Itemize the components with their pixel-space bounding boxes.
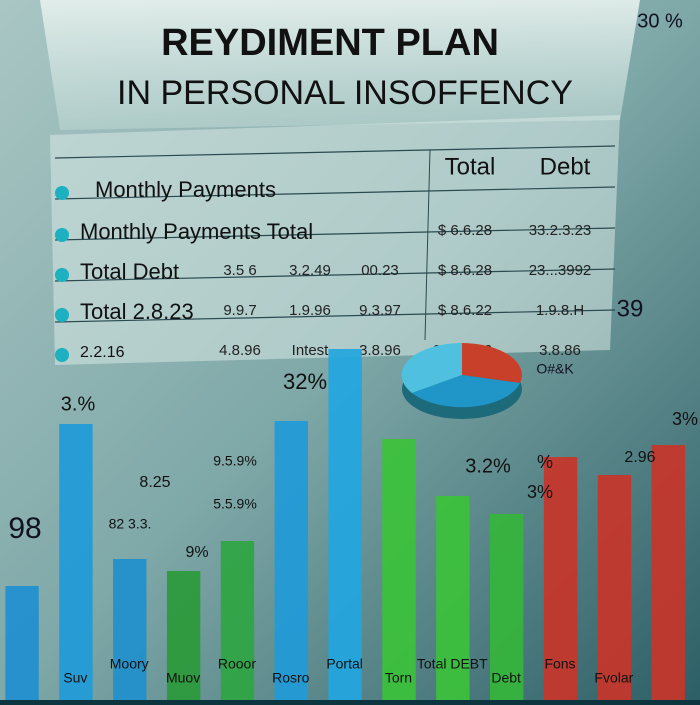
row-label: Total Debt — [80, 259, 179, 284]
table-cell: 00.23 — [361, 262, 399, 279]
pie-slice — [412, 375, 520, 408]
bullet — [55, 186, 69, 200]
table-cell: 9.9.7 — [223, 302, 256, 319]
row-label: 2.2.16 — [80, 344, 125, 361]
x-tick-label: Moory — [110, 656, 149, 672]
table-panel — [50, 115, 620, 365]
bullet — [55, 268, 69, 282]
annotation: 5.5.9% — [213, 496, 257, 512]
table-cell: 23...3992 — [529, 262, 592, 279]
bar — [113, 559, 147, 700]
table-rule — [424, 149, 431, 341]
bar — [59, 424, 93, 700]
table-cell: 33.2.3.23 — [529, 222, 592, 239]
x-tick-label: Suv — [63, 670, 87, 686]
subtitle: IN PERSONAL INSOFFENCY — [117, 74, 573, 112]
bar — [274, 421, 308, 700]
table-cell: 9.3.97 — [359, 302, 401, 319]
bar — [166, 571, 201, 700]
bar — [328, 349, 362, 700]
bullet — [55, 348, 69, 362]
table-cell: 4.8.96 — [219, 342, 261, 359]
x-tick-label: Rooor — [218, 656, 256, 672]
annotation: 3% — [672, 409, 698, 429]
table-rule — [54, 227, 616, 241]
bar — [220, 541, 255, 700]
bar — [490, 514, 524, 700]
bar — [651, 445, 685, 700]
table-rule — [54, 268, 616, 282]
annotation: 3.2% — [465, 455, 511, 477]
bar — [382, 439, 416, 700]
annotation: 8.25 — [139, 474, 170, 491]
table-rule — [54, 309, 616, 323]
bullet — [55, 228, 69, 242]
pie-slice — [462, 343, 522, 383]
side-label: O#&K — [536, 361, 574, 377]
column-header: Total — [445, 153, 496, 180]
annotation: 9.5.9% — [213, 453, 257, 469]
column-header: Debt — [540, 153, 591, 180]
table-cell: 3.5 6 — [223, 262, 256, 279]
title-panel — [40, 0, 640, 130]
annotation: 9% — [185, 544, 208, 561]
title: REYDIMENT PLAN — [161, 22, 499, 64]
x-tick-label: Rosro — [272, 670, 310, 686]
annotation: 32% — [283, 369, 327, 394]
table-cell: 3.8.86 — [539, 342, 581, 359]
x-tick-label: Fvolar — [594, 670, 633, 686]
chart: Suv Moory Muov Rooor Rosro Portal Torn Total DE… — [5, 349, 698, 700]
bar — [543, 457, 578, 700]
annotation: % — [537, 452, 553, 472]
table-cell: 3.8.96 — [359, 342, 401, 359]
pie-slice — [401, 342, 462, 393]
annotation: 82 3.3. — [109, 516, 152, 532]
row-label: Monthly Payments Total — [80, 219, 313, 244]
table-cell: $ 8.6.22 — [438, 302, 492, 319]
annotation: 2.96 — [624, 449, 655, 466]
x-tick-label: Torn — [385, 670, 412, 686]
table-cell: 1.9.8.H — [536, 302, 584, 319]
bar — [5, 586, 39, 700]
bar — [436, 496, 470, 700]
table-rule — [54, 145, 616, 159]
x-tick-label: Total DEBT — [417, 656, 488, 672]
bar — [597, 475, 632, 700]
table-cell: $ 8.6.28 — [438, 262, 492, 279]
table-cell: $ 6.6.28 — [438, 222, 492, 239]
row-label: Monthly Payments — [95, 177, 276, 202]
x-tick-label: Muov — [166, 670, 200, 686]
row-label: Total 2.8.23 — [80, 299, 194, 324]
bullet — [55, 308, 69, 322]
x-tick-label: Portal — [326, 656, 363, 672]
pie-graphic — [401, 342, 522, 419]
side-label: 98 — [8, 512, 41, 545]
table-cell: Intest — [292, 342, 330, 359]
x-tick-label: Fons — [544, 656, 575, 672]
table: Total Debt Monthly Payments Monthly Payment… — [54, 145, 616, 362]
table-cell: 1.9.96 — [289, 302, 331, 319]
annotation: 3% — [527, 482, 553, 502]
side-label: 30 % — [637, 10, 683, 32]
table-rule — [54, 186, 616, 200]
x-tick-label: Debt — [491, 670, 521, 686]
side-label: 39 — [617, 295, 644, 322]
table-cell: 3.2.49 — [289, 262, 331, 279]
annotation: 3.% — [61, 393, 96, 415]
